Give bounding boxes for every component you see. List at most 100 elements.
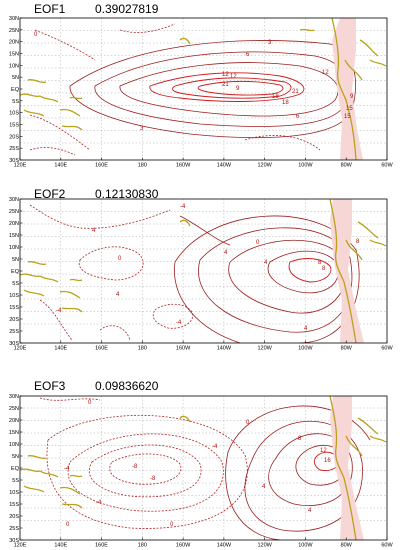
lon-tick-label: 100W <box>298 346 313 352</box>
lat-tick-label: 20S <box>9 317 19 323</box>
lon-tick-label: 120W <box>257 346 272 352</box>
contour-label: 4 <box>262 484 266 490</box>
contour-labels: 4 4 4 0 -4 -4 0 4 4 8 8 8 -4 <box>56 204 360 332</box>
contour-label: 3 <box>140 126 144 132</box>
contour-label: 9 <box>236 86 240 92</box>
lon-tick-label: 120W <box>257 543 272 549</box>
lon-tick-label: 140E <box>54 346 67 352</box>
lon-tick-label: 100W <box>298 543 313 549</box>
contour-label: 0 <box>34 32 38 38</box>
lon-tick-label: 80W <box>341 163 353 169</box>
contours <box>29 23 356 156</box>
lat-tick-label: EQ <box>11 269 20 275</box>
lat-tick-label: 10N <box>9 442 19 448</box>
contour-label: 21 <box>292 89 299 95</box>
lon-tick-label: 140E <box>54 543 67 549</box>
grid-lines <box>20 18 387 160</box>
contour-label: 12 <box>230 74 237 80</box>
lat-tick-label: 20N <box>9 40 19 46</box>
lat-tick-label: 10S <box>9 111 19 117</box>
map-frame <box>19 17 388 161</box>
contour-labels: 0 0 -8 -8 -4 -4 4 8 12 16 0 0 -4 4 <box>64 400 331 528</box>
lat-tick-label: 10N <box>9 245 19 251</box>
contour-label: -8 <box>132 464 138 470</box>
latitude-axis: 30N 25N 20N 15N 10N 5N EQ 5S 10S 15S 20S 25S 30S <box>9 197 23 347</box>
lon-tick-label: 140W <box>217 163 232 169</box>
contour-label: -8 <box>150 476 156 482</box>
lat-tick-label: 25S <box>9 146 19 152</box>
latitude-axis: 30N 25N 20N 15N 10N 5N EQ 5S 10S 15S 20S 25S 30S <box>9 394 23 544</box>
contour-label: 8 <box>322 266 326 272</box>
lon-tick-label: 160W <box>176 543 191 549</box>
contour-label: -4 <box>180 204 186 210</box>
lon-tick-label: 160E <box>95 346 108 352</box>
lon-tick-label: 160E <box>95 543 108 549</box>
contour-label: 21 <box>222 82 229 88</box>
panel-eof3: EOF3 0.09836620 <box>9 379 394 549</box>
coastlines <box>19 17 387 161</box>
contour-label: 8 <box>356 239 360 245</box>
lat-tick-label: 20S <box>9 514 19 520</box>
contour-labels: 12 12 21 21 18 18 15 6 6 3 3 9 9 15 12 0 <box>34 32 354 132</box>
contour-label: 15 <box>344 114 351 120</box>
contour-label: 18 <box>282 100 289 106</box>
contour-label: 4 <box>264 260 268 266</box>
lon-tick-label: 100W <box>298 163 313 169</box>
lat-tick-label: 5N <box>12 75 19 81</box>
lat-tick-label: 15N <box>9 52 19 58</box>
coastlines <box>19 395 387 541</box>
lat-tick-label: 15N <box>9 430 19 436</box>
variance-label: 0.39027819 <box>95 2 159 16</box>
lat-tick-label: 10N <box>9 63 19 69</box>
lat-tick-label: EQ <box>11 87 20 93</box>
contour-label: 15 <box>346 106 353 112</box>
contours <box>29 204 360 344</box>
lat-tick-label: 30N <box>9 197 19 203</box>
lat-tick-label: 5N <box>12 257 19 263</box>
lon-tick-label: 160E <box>95 163 108 169</box>
panel-eof2: EOF2 0.12130830 <box>9 187 394 352</box>
lat-tick-label: 30N <box>9 394 19 400</box>
lon-tick-label: 160W <box>176 346 191 352</box>
contour-label: -4 <box>96 500 102 506</box>
lat-tick-label: 25N <box>9 406 19 412</box>
contour-label: 4 <box>92 228 96 234</box>
lat-tick-label: 10S <box>9 490 19 496</box>
longitude-axis: 120E 140E 160E 180 160W 140W 120W 100W 80W 60W <box>14 340 393 352</box>
lon-tick-label: 180 <box>138 163 147 169</box>
contour-label: 8 <box>318 260 322 266</box>
lat-tick-label: 15S <box>9 502 19 508</box>
contour-label: 8 <box>298 436 302 442</box>
contour-label: 0 <box>66 522 70 528</box>
lon-tick-label: 140W <box>217 346 232 352</box>
contour-label: 6 <box>246 52 250 58</box>
contour-label: -4 <box>212 444 218 450</box>
contours <box>39 397 371 541</box>
lat-tick-label: 25S <box>9 526 19 532</box>
panel-title: EOF1 <box>34 2 66 16</box>
contour-label: 4 <box>116 292 120 298</box>
contour-label: 16 <box>324 458 331 464</box>
contour-label: 18 <box>272 94 279 100</box>
contour-label: 12 <box>320 448 327 454</box>
lon-tick-label: 80W <box>341 346 353 352</box>
contour-label: 0 <box>118 256 122 262</box>
contour-label: 6 <box>296 114 300 120</box>
lon-tick-label: 160W <box>176 163 191 169</box>
panel-title: EOF3 <box>34 379 66 393</box>
lon-tick-label: 120E <box>14 543 27 549</box>
contour-label: 0 <box>170 522 174 528</box>
contour-label: 4 <box>224 250 228 256</box>
lon-tick-label: 80W <box>341 543 353 549</box>
lat-tick-label: 5S <box>12 281 19 287</box>
panel-title: EOF2 <box>34 187 66 201</box>
lat-tick-label: 30S <box>9 538 19 544</box>
lat-tick-label: 30N <box>9 16 19 22</box>
lat-tick-label: 5S <box>12 478 19 484</box>
lat-tick-label: 5S <box>12 99 19 105</box>
lat-tick-label: 10S <box>9 293 19 299</box>
lat-tick-label: 20N <box>9 418 19 424</box>
contour-label: 3 <box>268 40 272 46</box>
lat-tick-label: 25S <box>9 329 19 335</box>
